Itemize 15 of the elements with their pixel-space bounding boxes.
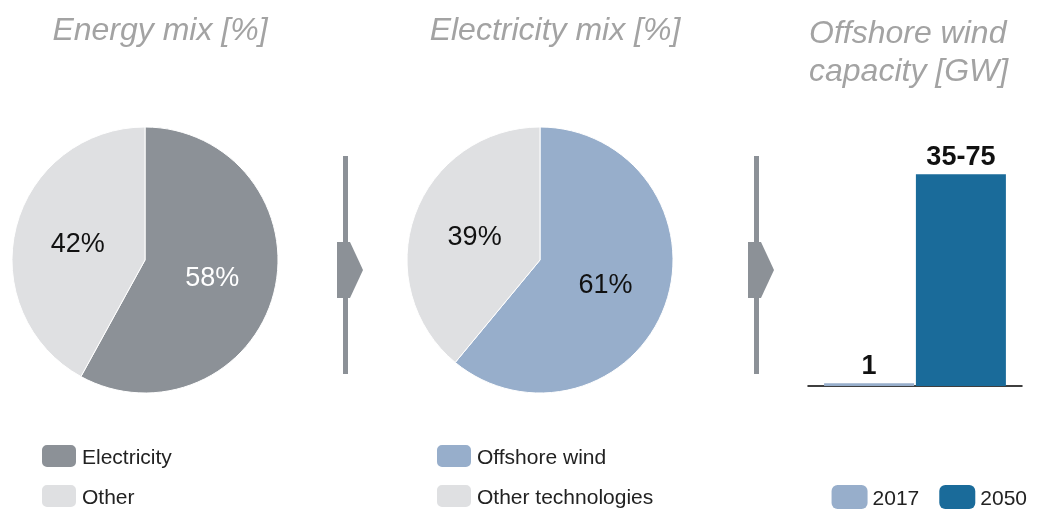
legend-label: Electricity xyxy=(82,444,173,468)
data-label: 58% xyxy=(185,262,240,293)
data-label: 35-75 xyxy=(926,140,996,171)
legend-label: 2050 xyxy=(980,485,1027,509)
data-label: 61% xyxy=(578,268,633,299)
chart-title: Energy mix [%] xyxy=(52,11,269,47)
legend-label: 2017 xyxy=(872,485,920,509)
data-label: 1 xyxy=(861,349,877,380)
legend-label: Other technologies xyxy=(477,484,654,508)
chart-title: Offshore wind capacity [GW] xyxy=(809,14,1016,88)
data-label: 42% xyxy=(50,227,105,258)
chart-title: Electricity mix [%] xyxy=(429,11,682,47)
legend-label: Other xyxy=(82,484,135,508)
data-label: 39% xyxy=(447,221,502,252)
legend-label: Offshore wind xyxy=(477,444,607,468)
